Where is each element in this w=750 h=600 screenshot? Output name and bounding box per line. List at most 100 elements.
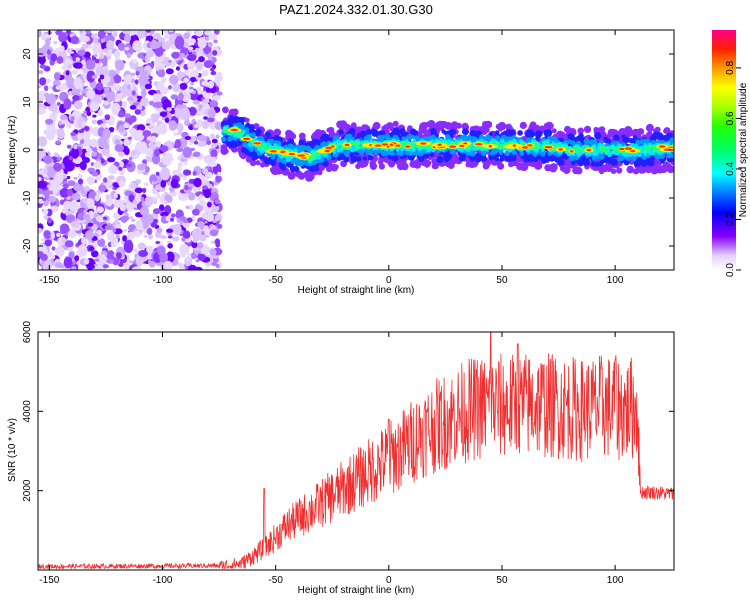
noise-speckle xyxy=(190,81,195,86)
noise-speckle xyxy=(113,74,122,84)
noise-speckle xyxy=(156,227,163,234)
noise-speckle xyxy=(159,111,168,117)
noise-speckle xyxy=(203,60,213,69)
noise-speckle xyxy=(38,107,47,115)
ridge-cell xyxy=(583,125,592,133)
noise-speckle xyxy=(137,141,148,154)
ridge-cell xyxy=(247,142,253,148)
noise-speckle xyxy=(53,40,58,45)
noise-speckle xyxy=(207,201,212,208)
noise-speckle xyxy=(123,195,129,201)
ridge-cell xyxy=(520,163,529,171)
noise-speckle xyxy=(97,109,104,117)
ridge-cell xyxy=(653,144,658,149)
noise-speckle xyxy=(179,243,189,256)
noise-speckle xyxy=(134,79,139,85)
noise-speckle xyxy=(96,82,104,91)
noise-speckle xyxy=(102,68,110,76)
noise-speckle xyxy=(114,59,125,71)
ridge-cell xyxy=(591,161,596,167)
ridge-cell xyxy=(570,140,576,146)
noise-speckle xyxy=(207,52,213,59)
ridge-cell xyxy=(611,150,616,155)
noise-speckle xyxy=(114,143,125,152)
noise-speckle xyxy=(81,43,89,48)
noise-speckle xyxy=(113,86,120,91)
noise-speckle xyxy=(79,30,83,34)
ridge-cell xyxy=(447,162,455,169)
ridge-cell xyxy=(346,133,353,140)
noise-speckle xyxy=(196,119,203,128)
noise-speckle xyxy=(140,196,145,202)
noise-speckle xyxy=(136,104,143,111)
noise-speckle xyxy=(40,253,48,261)
ridge-cell xyxy=(626,165,635,174)
ridge-cell xyxy=(520,141,524,145)
noise-speckle xyxy=(195,105,200,110)
noise-speckle xyxy=(178,194,188,201)
noise-speckle xyxy=(73,176,78,180)
noise-speckle xyxy=(93,161,102,169)
noise-speckle xyxy=(142,57,146,61)
ridge-cell xyxy=(405,138,409,142)
noise-speckle xyxy=(179,265,184,270)
ridge-cell xyxy=(379,135,385,140)
ridge-cell xyxy=(317,164,325,172)
noise-speckle xyxy=(99,255,108,264)
ridge-cell xyxy=(452,153,458,160)
noise-speckle xyxy=(82,209,88,214)
noise-speckle xyxy=(86,111,92,117)
noise-speckle xyxy=(72,95,80,101)
ridge-cell xyxy=(543,122,550,129)
ridge-cell xyxy=(494,135,501,141)
noise-speckle xyxy=(62,183,69,189)
ridge-cell xyxy=(322,133,330,141)
ridge-cell xyxy=(648,151,652,156)
noise-speckle xyxy=(127,203,135,210)
noise-speckle xyxy=(215,175,222,183)
noise-speckle xyxy=(186,60,196,70)
noise-speckle xyxy=(174,139,182,149)
noise-speckle xyxy=(86,70,96,83)
ridge-cell xyxy=(285,155,290,160)
noise-speckle xyxy=(144,83,152,90)
noise-speckle xyxy=(182,146,192,158)
noise-speckle xyxy=(126,52,131,59)
ridge-cell xyxy=(557,132,564,138)
noise-speckle xyxy=(213,30,220,35)
noise-speckle xyxy=(118,124,125,133)
noise-speckle xyxy=(180,53,185,57)
noise-speckle xyxy=(53,72,61,81)
noise-speckle xyxy=(86,89,96,100)
noise-speckle xyxy=(103,100,110,106)
noise-speckle xyxy=(117,42,126,51)
noise-speckle xyxy=(79,160,87,171)
noise-speckle xyxy=(199,199,206,206)
noise-speckle xyxy=(113,197,122,209)
noise-speckle xyxy=(38,98,43,102)
noise-speckle xyxy=(145,30,151,33)
ridge-cell xyxy=(369,139,373,143)
ridge-cell xyxy=(555,143,561,149)
ridge-cell xyxy=(570,160,576,166)
noise-speckle xyxy=(183,77,189,83)
ridge-cell xyxy=(305,145,311,152)
ridge-cell xyxy=(235,132,239,137)
ridge-cell xyxy=(467,135,473,140)
noise-speckle xyxy=(94,258,100,262)
noise-speckle xyxy=(177,123,184,132)
ridge-cell xyxy=(287,138,293,144)
ridge-cell xyxy=(391,151,395,156)
noise-speckle xyxy=(39,64,47,69)
noise-speckle xyxy=(38,70,44,75)
noise-speckle xyxy=(71,147,80,159)
noise-speckle xyxy=(197,134,207,141)
noise-speckle xyxy=(64,240,74,248)
ridge-cell xyxy=(320,141,327,148)
noise-speckle xyxy=(63,256,73,269)
noise-speckle xyxy=(68,90,73,96)
ridge-cell xyxy=(549,156,555,162)
noise-speckle xyxy=(38,136,48,147)
noise-speckle xyxy=(167,240,172,244)
